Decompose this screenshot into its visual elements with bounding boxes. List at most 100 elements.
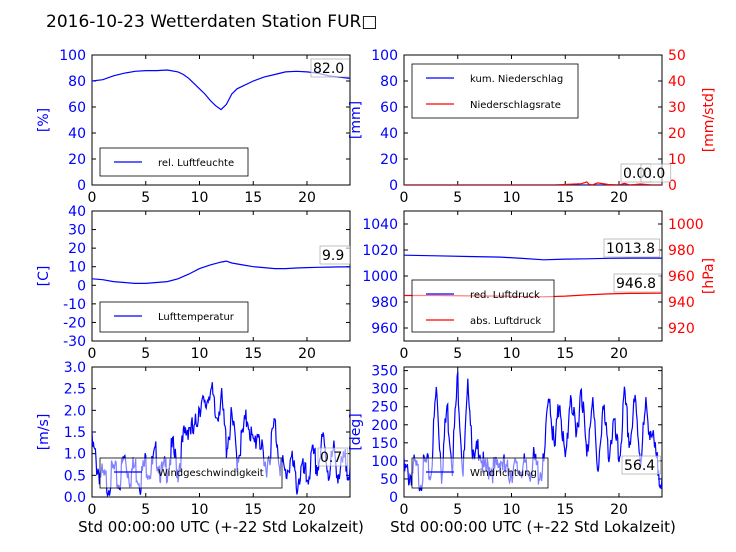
y-tick-label: 200	[371, 418, 398, 434]
x-tick-label: 15	[244, 190, 262, 206]
y-tick-label: 150	[371, 436, 398, 452]
y-tick-label: 0	[389, 178, 398, 194]
legend-box	[411, 457, 549, 489]
legend-label: red. Luftdruck	[470, 290, 540, 301]
y2-tick-label: 50	[668, 48, 686, 64]
legend: kum. Niederschlag Niederschlagsrate	[411, 63, 579, 119]
x-tick-label: 20	[610, 190, 628, 206]
y-tick-label: 60	[380, 100, 398, 116]
y-tick-label: 20	[68, 152, 86, 168]
last-value-box	[603, 238, 660, 258]
last-value: 0.0	[623, 166, 645, 182]
y-tick-label: 350	[371, 364, 398, 380]
y-tick-label: 1.0	[64, 447, 86, 463]
y-tick-label: 40	[68, 204, 86, 220]
y-tick-label: 3.0	[64, 360, 86, 376]
x-tick-label: 10	[191, 190, 209, 206]
y-tick-label: 100	[371, 454, 398, 470]
y-axis-label: [m/s]	[36, 414, 52, 451]
x-tick-label: 15	[244, 502, 262, 518]
y2-tick-label: 40	[668, 74, 686, 90]
y-tick-label: 40	[380, 126, 398, 142]
y-tick-label: 960	[371, 321, 398, 337]
chart-panel-3: 0 5 10 15 20 -30 -20 -10 0 10 20 30 40 [C] Lufttempera…	[36, 204, 351, 362]
y-tick-label: 80	[68, 74, 86, 90]
y-tick-label: -20	[63, 315, 86, 331]
legend-box	[411, 63, 579, 119]
legend-box	[99, 457, 283, 489]
legend-label: abs. Luftdruck	[470, 316, 541, 327]
last-value-2: 0.0	[643, 166, 665, 182]
y-axis-label: [%]	[36, 108, 52, 132]
figure-title: 2016-10-23 Wetterdaten Station FUR□	[46, 12, 377, 32]
last-value-box	[310, 58, 350, 78]
legend-label: Lufttemperatur	[158, 312, 235, 323]
y2-tick-label: 20	[668, 126, 686, 142]
series-line-2	[404, 181, 662, 185]
x-tick-label: 10	[503, 190, 521, 206]
y-tick-label: 250	[371, 400, 398, 416]
legend: rel. Luftfeuchte	[99, 147, 249, 177]
x-tick-label: 10	[503, 346, 521, 362]
x-tick-label: 0	[88, 502, 97, 518]
y-tick-label: 0	[77, 178, 86, 194]
last-value: 9.9	[322, 248, 344, 264]
x-tick-label: 5	[453, 346, 462, 362]
y2-tick-label: 1000	[668, 217, 704, 233]
y-tick-label: 0	[77, 278, 86, 294]
y-tick-label: -10	[63, 297, 86, 313]
legend-label: Windgeschwindigkeit	[158, 468, 264, 479]
x-tick-label: 20	[298, 346, 316, 362]
y-axis-label: [deg]	[348, 413, 364, 450]
y-tick-label: 980	[371, 295, 398, 311]
series-line-1	[92, 69, 350, 111]
y-tick-label: 100	[59, 48, 86, 64]
y2-tick-label: 0	[668, 178, 677, 194]
last-value: 56.4	[624, 458, 655, 474]
x-tick-label: 20	[610, 502, 628, 518]
y-tick-label: 300	[371, 382, 398, 398]
x-tick-label: 10	[191, 346, 209, 362]
y-tick-label: 30	[68, 223, 86, 239]
legend-label: Niederschlagsrate	[470, 100, 561, 111]
legend-label: rel. Luftfeuchte	[158, 158, 234, 169]
y-axis-label: [C]	[36, 266, 52, 287]
y-tick-label: 10	[68, 260, 86, 276]
chart-panel-6: 0 5 10 15 20050100150200250300350[deg]Windri…	[348, 364, 663, 518]
x-tick-label: 15	[556, 346, 574, 362]
y2-tick-label: 940	[668, 295, 695, 311]
y-tick-label: 20	[380, 152, 398, 168]
x-tick-label: 0	[88, 190, 97, 206]
legend-label: Windrichtung	[470, 468, 537, 479]
chart-panel-4: 0 5 10 15 20 960 980 1000 1020 1040 920 940 960 980 10…	[362, 210, 717, 362]
last-value: 1013.8	[606, 241, 655, 257]
x-tick-label: 15	[556, 190, 574, 206]
x-tick-label: 0	[400, 346, 409, 362]
chart-panel-5: 0 5 10 15 20 0.0 0.5 1.0 1.5 2.0 2.5 3.0 [m/s] Windge…	[36, 360, 351, 518]
legend-box	[411, 279, 555, 333]
y-tick-label: 2.5	[64, 382, 86, 398]
x-axis-label-right: Std 00:00:00 UTC (+-22 Std Lokalzeit)	[390, 518, 676, 536]
y-tick-label: 60	[68, 100, 86, 116]
x-tick-label: 0	[400, 502, 409, 518]
y-tick-label: 1040	[362, 217, 398, 233]
x-tick-label: 15	[244, 346, 262, 362]
y2-tick-label: 30	[668, 100, 686, 116]
x-tick-label: 5	[141, 190, 150, 206]
last-value-2-box	[613, 273, 662, 293]
x-tick-label: 5	[453, 502, 462, 518]
last-value-box	[317, 447, 349, 467]
x-tick-label: 20	[298, 190, 316, 206]
last-value: 0.7	[320, 450, 342, 466]
x-tick-label: 5	[141, 502, 150, 518]
series-line-1	[404, 254, 662, 261]
x-tick-label: 15	[556, 502, 574, 518]
y-tick-label: 0	[389, 490, 398, 506]
last-value-box	[621, 455, 661, 475]
y2-tick-label: 920	[668, 321, 695, 337]
last-value: 82.0	[313, 61, 344, 77]
x-tick-label: 0	[400, 190, 409, 206]
y-tick-label: 50	[380, 472, 398, 488]
x-tick-label: 20	[610, 346, 628, 362]
